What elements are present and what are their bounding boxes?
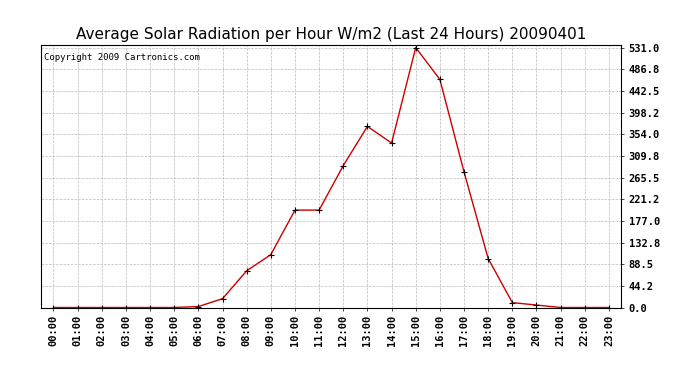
Title: Average Solar Radiation per Hour W/m2 (Last 24 Hours) 20090401: Average Solar Radiation per Hour W/m2 (L…: [76, 27, 586, 42]
Text: Copyright 2009 Cartronics.com: Copyright 2009 Cartronics.com: [44, 53, 200, 62]
